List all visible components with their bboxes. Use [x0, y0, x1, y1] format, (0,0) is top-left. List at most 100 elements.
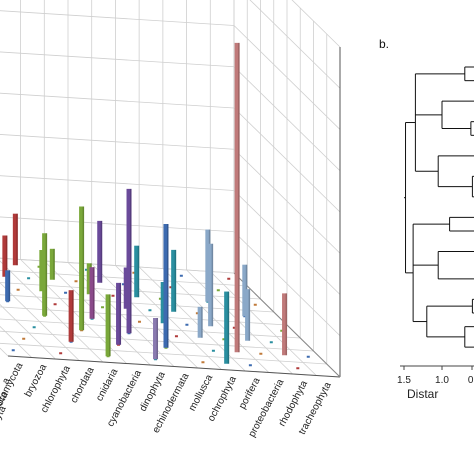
back-wall-gridline: [0, 51, 235, 68]
bar-shade: [45, 233, 48, 316]
floor-marker: [216, 289, 220, 292]
floor-gridline: [0, 257, 235, 274]
dendrogram-x-ticks: 1.5 1.0 0.: [397, 366, 474, 386]
bar: [79, 206, 85, 331]
bar-shade: [53, 248, 55, 280]
bar: [126, 188, 132, 334]
bar-shade: [119, 282, 122, 345]
floor-front-edge: [7, 355, 341, 378]
bar: [171, 249, 177, 312]
side-wall-gridline: [233, 231, 341, 337]
bar-shade: [166, 224, 169, 348]
floor-marker: [32, 326, 36, 329]
floor-marker: [174, 335, 178, 338]
floor-gridline: [0, 330, 314, 352]
bar: [245, 289, 251, 341]
bar-shade: [109, 294, 111, 357]
bar: [49, 248, 55, 280]
back-wall-gridline: [0, 175, 235, 191]
bar: [224, 291, 230, 364]
bar: [163, 224, 169, 348]
bar-shade: [130, 188, 132, 334]
bar: [123, 267, 129, 309]
floor-marker: [296, 367, 300, 370]
left-tick-label: a: [0, 376, 13, 386]
bar: [105, 294, 111, 357]
chart-walls: [0, 0, 341, 378]
bar: [12, 213, 18, 266]
side-wall-gridline: [233, 66, 341, 172]
floor-marker: [195, 312, 199, 315]
bar: [153, 318, 159, 360]
x-tick-label: bryozoa: [23, 362, 50, 399]
floor-marker: [185, 323, 189, 326]
floor-marker: [211, 349, 215, 352]
floor-marker: [280, 329, 284, 332]
bar: [134, 245, 140, 298]
chart-x-tick-labels: ascomycotabryozoachlorophytachordatacnid…: [0, 361, 334, 440]
bar-shade: [100, 220, 103, 283]
floor-marker: [201, 361, 205, 364]
dendrogram-tree: [404, 66, 474, 348]
back-wall-gridline: [0, 134, 235, 150]
floor-marker: [227, 277, 231, 280]
dendrogram-tick-label: 1.5: [397, 375, 411, 386]
floor-marker: [222, 338, 226, 341]
floor-marker: [158, 297, 162, 300]
bar: [97, 220, 103, 283]
floor-marker: [22, 337, 26, 340]
floor-marker: [37, 265, 41, 268]
bar-shade: [156, 318, 159, 360]
floor-marker: [132, 271, 136, 274]
floor-marker: [148, 309, 152, 312]
bar: [42, 233, 48, 316]
floor-marker: [27, 277, 31, 280]
bar-shade: [72, 290, 74, 342]
bar-shade: [93, 267, 95, 319]
floor-marker: [101, 306, 105, 309]
back-wall-gridline: [0, 10, 235, 26]
floor-marker: [111, 294, 115, 297]
floor-marker: [11, 349, 15, 352]
bar-shade: [82, 206, 85, 331]
x-tick-label: porifera: [237, 376, 263, 411]
floor-marker: [64, 291, 68, 294]
panel-b-dendrogram: b. 1.5 1.0 0. Distar: [379, 37, 474, 401]
bar: [242, 264, 248, 317]
panel-b-label: b.: [379, 37, 389, 51]
bar: [205, 229, 211, 302]
floor-gridline: [0, 325, 32, 358]
back-wall-gridline: [0, 257, 235, 274]
side-wall-gridline: [233, 107, 341, 213]
panel-a-3d-bar-chart: ascomycotabryozoachlorophytachordatacnid…: [0, 0, 341, 440]
bar: [282, 293, 288, 356]
side-wall-gridline: [233, 25, 341, 130]
side-wall-gridline: [249, 0, 341, 89]
chart-bars: [2, 42, 288, 364]
floor-marker: [269, 341, 273, 344]
bar-shade: [285, 293, 288, 356]
bar-shade: [137, 245, 140, 298]
dendrogram-x-axis-title: Distar: [407, 387, 438, 401]
bar-shade: [8, 270, 11, 302]
left-tick-label: hyta: [0, 404, 9, 426]
floor-marker: [248, 364, 252, 367]
floor-gridline: [0, 318, 301, 339]
bar: [160, 282, 166, 324]
floor-marker: [84, 268, 88, 271]
floor-marker: [121, 283, 125, 286]
bar: [234, 42, 240, 353]
left-tick-label: ota: [0, 390, 11, 408]
floor-marker: [59, 352, 63, 355]
bar: [2, 235, 8, 277]
floor-marker: [53, 303, 57, 306]
x-tick-label: chordata: [69, 365, 97, 405]
bar: [208, 243, 214, 327]
side-wall-gridline: [291, 0, 341, 48]
floor-marker: [306, 355, 310, 358]
bar: [39, 250, 45, 292]
floor-marker: [179, 274, 183, 277]
back-wall-gridline: [0, 216, 235, 233]
bar: [116, 282, 122, 345]
floor-gridline: [0, 342, 327, 365]
